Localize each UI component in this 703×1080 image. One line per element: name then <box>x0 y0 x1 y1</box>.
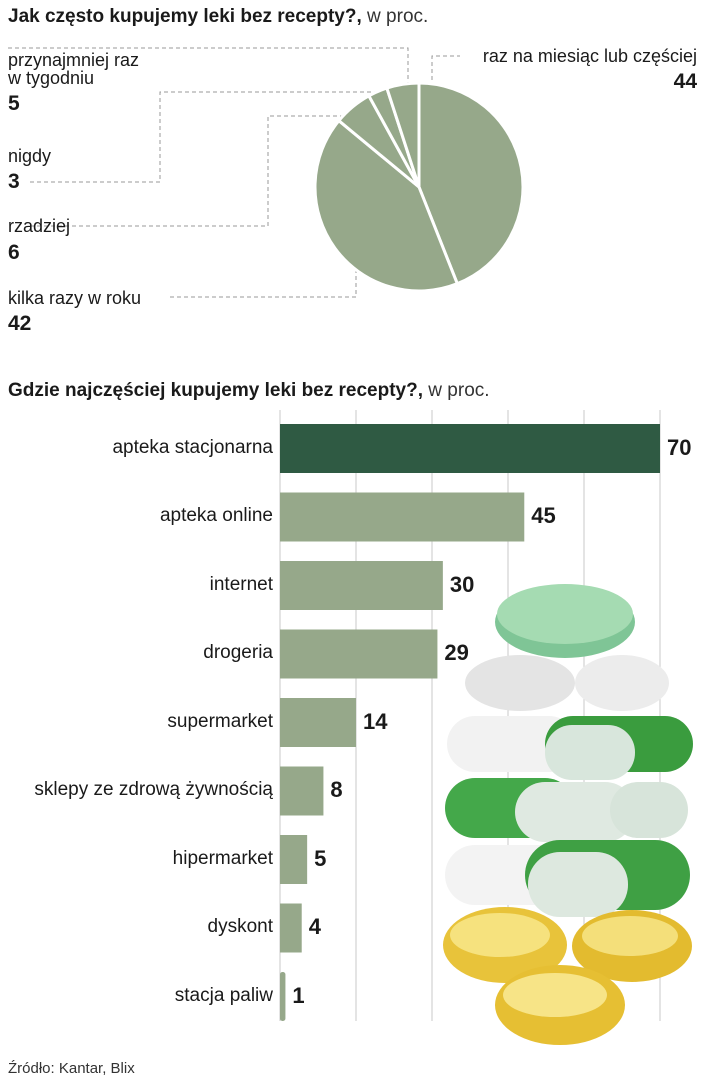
pie-value-few-times-year: 42 <box>8 312 32 335</box>
source-note: Źródło: Kantar, Blix <box>8 1060 135 1077</box>
pie-label-weekly-line1: przynajmniej raz <box>8 50 140 70</box>
bar-category-label: dyskont <box>207 916 273 937</box>
bar-value-label: 30 <box>449 571 475 597</box>
bar-category-label: apteka stacjonarna <box>112 436 273 458</box>
pie-title-text: Jak często kupujemy leki bez recepty?, <box>8 6 362 27</box>
bar-0 <box>280 424 660 473</box>
bar-5 <box>280 766 324 816</box>
leader-line-monthly <box>431 55 460 80</box>
pie-chart <box>313 81 525 293</box>
pie-chart-title: Jak często kupujemy leki bez recepty?, w… <box>8 6 428 28</box>
pie-label-rarely: rzadziej <box>8 216 71 236</box>
pie-value-weekly: 5 <box>8 92 20 115</box>
bar-category-label: stacja paliw <box>174 984 273 1006</box>
bar-title-unit: w proc. <box>428 380 490 401</box>
bar-category-label: apteka online <box>159 505 273 526</box>
leader-line-few-times-year <box>170 262 357 298</box>
bar-value-label: 5 <box>314 845 327 871</box>
pie-value-monthly: 44 <box>673 70 697 93</box>
leader-line-rarely <box>30 115 363 227</box>
bar-value-label: 70 <box>667 434 692 460</box>
pie-slice-few-times-year <box>313 118 460 293</box>
bar-title-text: Gdzie najczęściej kupujemy leki bez rece… <box>8 380 424 401</box>
bar-1 <box>280 492 525 542</box>
bar-category-label: internet <box>209 573 273 595</box>
pie-slice-weekly <box>384 81 421 188</box>
pills-illustration <box>443 584 693 1045</box>
bar-7 <box>280 903 302 953</box>
bar-value-label: 14 <box>363 708 388 734</box>
pie-label-weekly-line2: w tygodniu <box>8 68 95 88</box>
bar-value-label: 8 <box>330 777 343 802</box>
bar-8 <box>280 972 286 1021</box>
bar-category-label: supermarket <box>167 710 273 732</box>
bar-value-label: 1 <box>292 982 305 1008</box>
bar-2 <box>280 561 443 610</box>
bar-category-label: hipermarket <box>172 847 273 869</box>
bar-4 <box>280 698 356 747</box>
pie-slice-monthly <box>417 81 525 286</box>
pie-label-few-times-year: kilka razy w roku <box>8 288 142 308</box>
bar-category-label: sklepy ze zdrową żywnością <box>34 779 273 800</box>
bar-value-label: 45 <box>531 503 556 528</box>
bar-value-label: 4 <box>308 914 321 939</box>
bar-category-label: drogeria <box>203 642 273 663</box>
bar-chart <box>280 424 660 1021</box>
pie-value-rarely: 6 <box>8 241 20 264</box>
bar-value-label: 29 <box>444 640 469 665</box>
pie-value-never: 3 <box>8 170 20 193</box>
bar-chart-title: Gdzie najczęściej kupujemy leki bez rece… <box>8 380 490 402</box>
bar-3 <box>280 629 438 679</box>
pie-label-never: nigdy <box>8 146 52 166</box>
pie-label-monthly: raz na miesiąc lub częściej <box>482 46 697 66</box>
pie-title-unit: w proc. <box>367 6 429 27</box>
bar-6 <box>280 835 308 884</box>
leader-line-weekly <box>8 47 409 84</box>
